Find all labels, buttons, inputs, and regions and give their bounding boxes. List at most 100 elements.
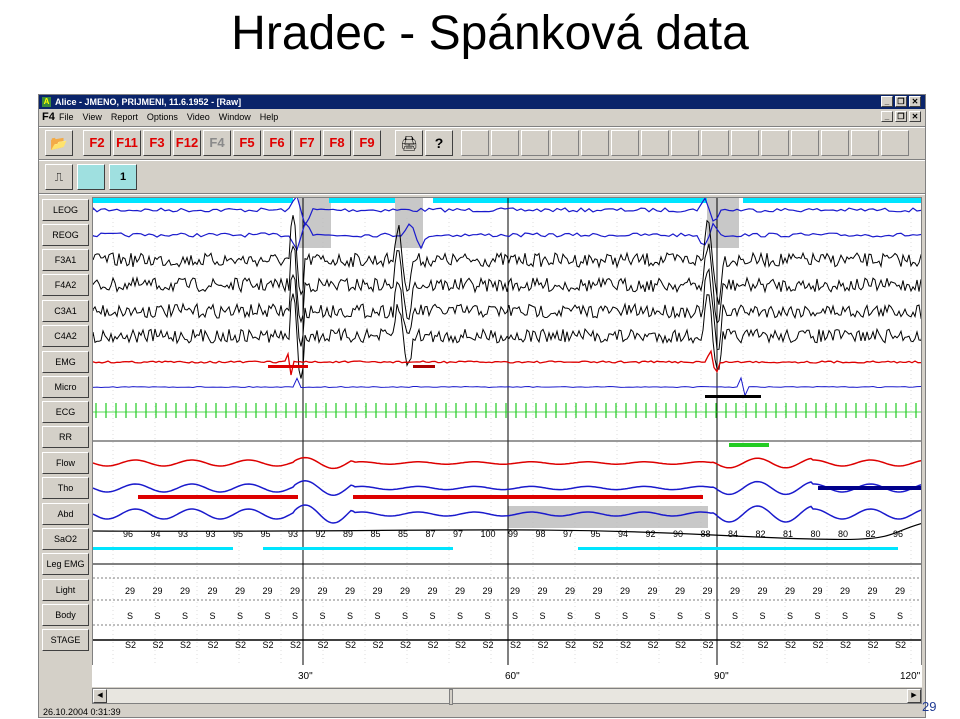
light-value: 29 — [318, 586, 328, 596]
open-folder-icon[interactable]: 📂 — [45, 130, 73, 156]
empty-toolbar-slot — [521, 130, 549, 156]
light-value: 29 — [868, 586, 878, 596]
sao2-value: 93 — [288, 529, 298, 539]
menu-video[interactable]: Video — [186, 112, 210, 122]
close-button[interactable]: ✕ — [909, 96, 921, 107]
menu-view[interactable]: View — [82, 112, 102, 122]
sao2-value: 92 — [316, 529, 326, 539]
empty-toolbar-slot — [791, 130, 819, 156]
single-page-icon[interactable] — [77, 164, 105, 190]
empty-toolbar-slot — [821, 130, 849, 156]
channel-label-leg-emg[interactable]: Leg EMG — [42, 553, 89, 575]
channel-label-light[interactable]: Light — [42, 579, 89, 601]
empty-toolbar-slot — [491, 130, 519, 156]
trace-reog — [93, 221, 921, 252]
channel-label-rr[interactable]: RR — [42, 426, 89, 448]
key-f2-button[interactable]: F2 — [83, 130, 111, 156]
empty-toolbar-slot — [581, 130, 609, 156]
channel-label-flow[interactable]: Flow — [42, 452, 89, 474]
key-f3-button[interactable]: F3 — [143, 130, 171, 156]
sao2-value: 98 — [536, 529, 546, 539]
menu-options[interactable]: Options — [146, 112, 178, 122]
light-value: 29 — [483, 586, 493, 596]
key-f9-button[interactable]: F9 — [353, 130, 381, 156]
minimize-button[interactable]: _ — [881, 96, 893, 107]
stage-value: S2 — [840, 640, 851, 650]
light-value: 29 — [153, 586, 163, 596]
stage-value: S2 — [565, 640, 576, 650]
key-f11-button[interactable]: F11 — [113, 130, 141, 156]
channel-label-abd[interactable]: Abd — [42, 503, 89, 525]
channel-label-f3a1[interactable]: F3A1 — [42, 249, 89, 271]
empty-toolbar-slot — [701, 130, 729, 156]
menu-help[interactable]: Help — [259, 112, 279, 122]
key-f12-button[interactable]: F12 — [173, 130, 201, 156]
restore-button[interactable]: ❐ — [895, 96, 907, 107]
scroll-right-button[interactable]: ▶ — [907, 689, 921, 703]
scroll-thumb[interactable] — [449, 689, 453, 705]
key-f4-button[interactable]: F4 — [203, 130, 231, 156]
slide-page-number: 29 — [922, 699, 937, 714]
stage-value: S2 — [125, 640, 136, 650]
key-f6-button[interactable]: F6 — [263, 130, 291, 156]
body-value: S — [567, 611, 573, 621]
stage-value: S2 — [675, 640, 686, 650]
channel-label-leog[interactable]: LEOG — [42, 199, 89, 221]
channel-label-sao2[interactable]: SaO2 — [42, 528, 89, 550]
empty-toolbar-slot — [611, 130, 639, 156]
channel-label-c4a2[interactable]: C4A2 — [42, 325, 89, 347]
stage-value: S2 — [263, 640, 274, 650]
light-value: 29 — [895, 586, 905, 596]
scroll-left-button[interactable]: ◀ — [93, 689, 107, 703]
menu-file[interactable]: File — [59, 112, 74, 122]
sao2-value: 97 — [453, 529, 463, 539]
key-f5-button[interactable]: F5 — [233, 130, 261, 156]
light-value: 29 — [840, 586, 850, 596]
alice-app-icon: A — [42, 97, 51, 107]
stage-value: S2 — [180, 640, 191, 650]
montage-icon[interactable]: ⎍ — [45, 164, 73, 190]
child-minimize-button[interactable]: _ — [881, 111, 893, 122]
stage-value: S2 — [235, 640, 246, 650]
light-value: 29 — [235, 586, 245, 596]
help-icon[interactable]: ? — [425, 130, 453, 156]
menu-window[interactable]: Window — [218, 112, 251, 122]
child-close-button[interactable]: ✕ — [909, 111, 921, 122]
signal-plot[interactable]: 96 94 93 93 95 95 93 92 89 85 85 87 97 100 99 98 97 95 94 9… — [92, 197, 922, 685]
child-restore-button[interactable]: ❐ — [895, 111, 907, 122]
sao2-value: 81 — [783, 529, 793, 539]
body-value: S — [870, 611, 876, 621]
channel-label-micro[interactable]: Micro — [42, 376, 89, 398]
channel-label-f4a2[interactable]: F4A2 — [42, 274, 89, 296]
channel-label-ecg[interactable]: ECG — [42, 401, 89, 423]
sao2-value: 100 — [481, 529, 496, 539]
body-value: S — [677, 611, 683, 621]
sao2-value: 80 — [838, 529, 848, 539]
cyan-marker — [743, 198, 921, 203]
sao2-value: 92 — [646, 529, 656, 539]
event-highlight — [395, 198, 423, 248]
light-value: 29 — [345, 586, 355, 596]
channel-label-tho[interactable]: Tho — [42, 477, 89, 499]
key-f7-button[interactable]: F7 — [293, 130, 321, 156]
menu-report[interactable]: Report — [110, 112, 138, 122]
empty-toolbar-slot — [851, 130, 879, 156]
stage-value: S2 — [620, 640, 631, 650]
body-value: S — [320, 611, 326, 621]
horizontal-scrollbar[interactable]: ◀ ▶ — [92, 688, 922, 705]
event-highlight — [299, 198, 331, 248]
light-value: 29 — [565, 586, 575, 596]
page-one-button[interactable]: 1 — [109, 164, 137, 190]
stage-value: S2 — [703, 640, 714, 650]
printer-icon[interactable]: 🖨 — [395, 130, 423, 156]
channel-label-emg[interactable]: EMG — [42, 351, 89, 373]
channel-label-body[interactable]: Body — [42, 604, 89, 626]
body-value: S — [485, 611, 491, 621]
sao2-value: 94 — [618, 529, 628, 539]
channel-label-stage[interactable]: STAGE — [42, 629, 89, 651]
channel-label-reog[interactable]: REOG — [42, 224, 89, 246]
body-value: S — [842, 611, 848, 621]
channel-label-c3a1[interactable]: C3A1 — [42, 300, 89, 322]
sao2-value: 96 — [123, 529, 133, 539]
key-f8-button[interactable]: F8 — [323, 130, 351, 156]
